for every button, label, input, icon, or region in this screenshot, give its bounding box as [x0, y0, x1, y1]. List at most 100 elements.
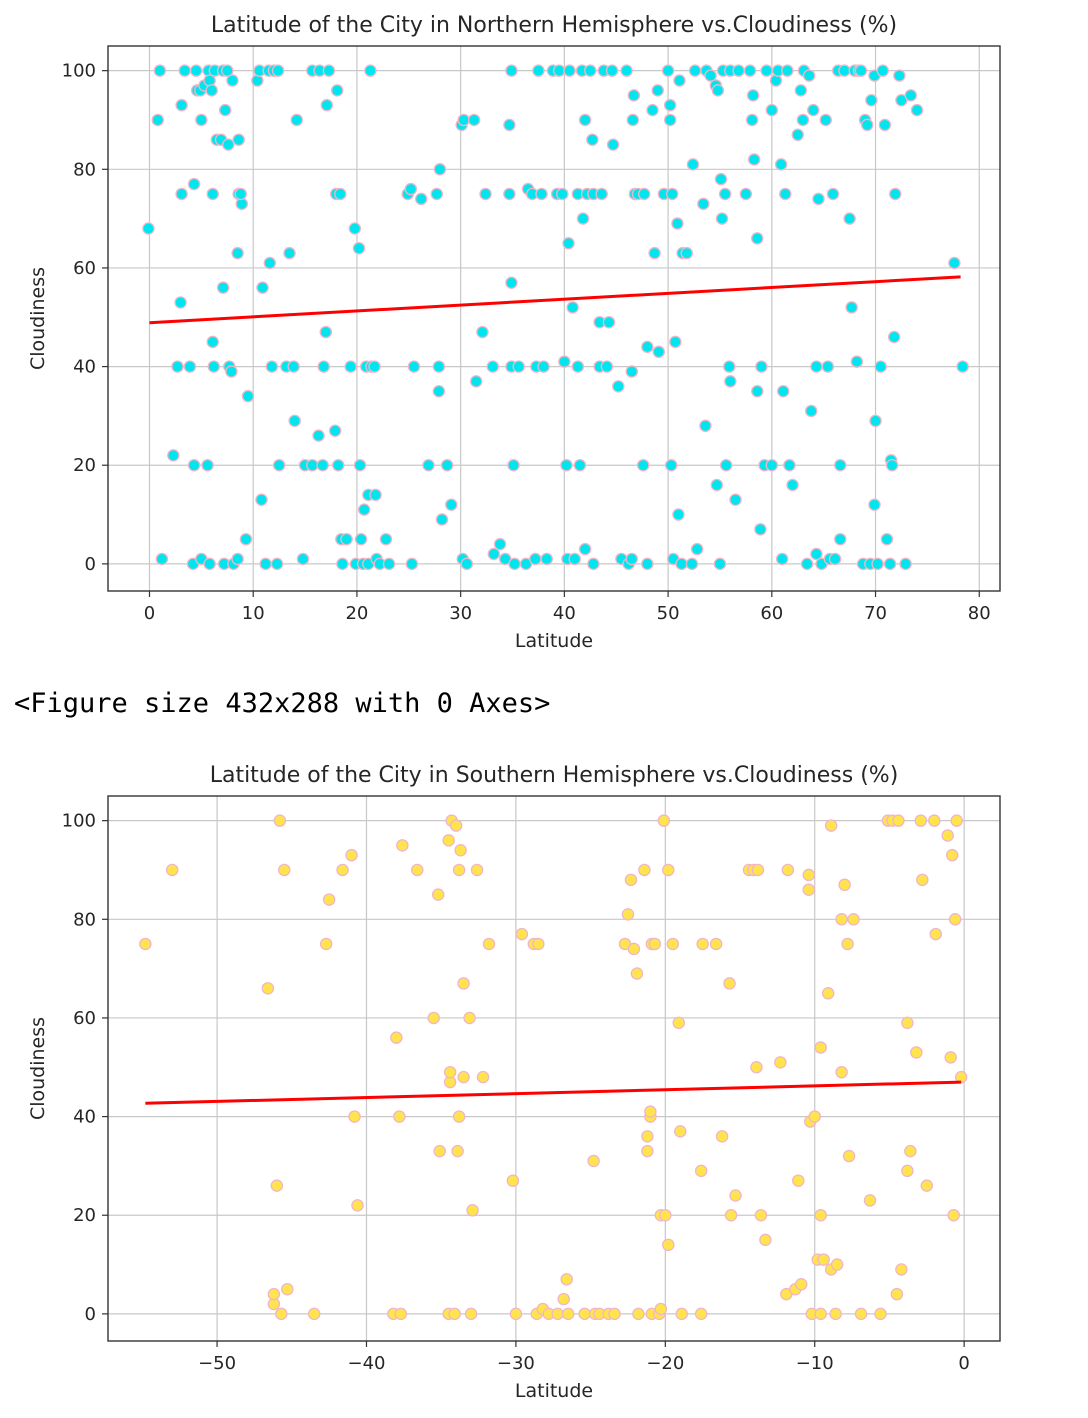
data-point: [281, 1282, 294, 1296]
data-point: [829, 1307, 842, 1321]
data-point: [427, 1011, 440, 1025]
data-point: [775, 552, 789, 566]
southern-hemisphere-chart: Latitude of the City in Southern Hemisph…: [0, 750, 1088, 1414]
data-point: [755, 360, 768, 373]
data-point: [887, 330, 901, 344]
data-point: [571, 360, 585, 373]
data-point: [560, 458, 573, 472]
y-tick-label: 0: [85, 1304, 96, 1325]
y-tick-label: 40: [73, 357, 96, 378]
data-point: [515, 927, 529, 941]
y-tick-label: 100: [62, 61, 96, 82]
data-point: [821, 360, 835, 373]
data-point: [328, 424, 342, 437]
data-point: [627, 942, 641, 956]
y-axis-label: Cloudiness: [27, 1017, 49, 1120]
data-point: [512, 360, 525, 373]
data-point: [675, 557, 688, 571]
data-point: [557, 1292, 570, 1306]
data-point: [345, 848, 358, 862]
data-point: [760, 64, 773, 77]
data-point: [457, 1070, 470, 1084]
data-point: [457, 113, 471, 127]
data-point: [222, 138, 235, 151]
data-point: [394, 1307, 408, 1321]
data-point: [863, 1194, 877, 1207]
data-point: [685, 557, 699, 571]
data-point: [404, 182, 418, 196]
data-point: [573, 458, 587, 472]
data-point: [901, 1016, 914, 1030]
data-point: [947, 1208, 960, 1222]
data-point: [319, 937, 333, 951]
data-point: [920, 1179, 934, 1192]
data-point: [452, 1110, 466, 1123]
data-point: [794, 84, 808, 97]
x-tick-label: 30: [449, 603, 472, 624]
data-point: [568, 552, 581, 566]
data-point: [765, 103, 779, 117]
data-point: [449, 819, 463, 832]
data-point: [854, 1307, 868, 1321]
data-point: [929, 927, 943, 941]
data-point: [781, 863, 795, 877]
data-point: [231, 246, 244, 260]
data-point: [319, 325, 333, 339]
data-point: [751, 384, 764, 398]
data-point: [779, 187, 792, 201]
data-point: [724, 1208, 738, 1222]
data-point: [330, 84, 344, 97]
data-point: [351, 1199, 364, 1212]
data-point: [732, 64, 745, 77]
data-point: [563, 64, 576, 77]
y-tick-label: 20: [73, 455, 96, 476]
data-point: [663, 98, 677, 112]
y-tick-label: 100: [62, 811, 96, 832]
data-point: [422, 458, 435, 472]
data-point: [914, 814, 928, 827]
data-point: [332, 458, 345, 472]
data-point: [632, 1307, 645, 1321]
data-point: [802, 883, 816, 896]
data-point: [674, 1125, 687, 1138]
data-point: [835, 913, 848, 926]
data-point: [812, 192, 825, 206]
data-point: [460, 557, 474, 571]
data-point: [626, 113, 640, 127]
data-point: [509, 1307, 523, 1321]
data-point: [625, 552, 639, 566]
data-point: [747, 153, 761, 166]
x-tick-label: 60: [760, 603, 783, 624]
data-point: [824, 819, 838, 832]
data-point: [723, 977, 736, 990]
data-point: [893, 69, 906, 82]
data-point: [860, 118, 874, 132]
data-point: [792, 1174, 805, 1187]
data-point: [151, 113, 165, 127]
x-tick-label: 70: [864, 603, 887, 624]
data-point: [605, 64, 619, 77]
data-point: [826, 187, 840, 201]
data-point: [704, 69, 717, 82]
data-point: [393, 1110, 406, 1123]
data-point: [817, 1253, 830, 1266]
data-point: [621, 908, 635, 921]
data-point: [340, 532, 353, 546]
data-point: [552, 64, 566, 77]
data-point: [627, 89, 641, 102]
data-point: [690, 542, 704, 556]
data-point: [713, 557, 727, 571]
data-point: [688, 64, 702, 77]
data-point: [457, 977, 470, 990]
x-tick-label: −30: [497, 1353, 535, 1374]
data-point: [620, 64, 633, 77]
data-point: [256, 281, 269, 294]
data-point: [781, 64, 794, 77]
data-point: [796, 113, 810, 127]
data-point: [508, 557, 521, 571]
data-point: [411, 863, 424, 877]
data-point: [467, 113, 481, 127]
y-tick-label: 0: [85, 554, 96, 575]
northern-chart-svg: Latitude of the City in Northern Hemisph…: [27, 13, 1001, 652]
data-point: [745, 113, 759, 127]
